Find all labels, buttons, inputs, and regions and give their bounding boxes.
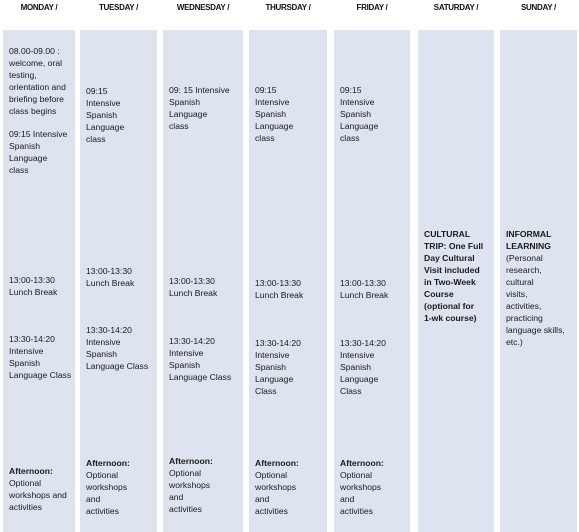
entry-text: 13:30-14:20 Intensive Spanish Language C… (340, 338, 386, 396)
entry-text: Optional workshops and activities (255, 470, 297, 516)
entry-text: 09:15 Intensive Spanish Language class (255, 85, 294, 143)
entry-text: Optional workshops and activities (340, 470, 382, 516)
entry-text: 08.00-09.00 : welcome, oral testing, ori… (9, 46, 66, 116)
day-column: CULTURAL TRIP: One Full Day Cultural Vis… (418, 30, 494, 532)
entry-text: Optional workshops and activities (169, 468, 211, 514)
day-column: 09:15 Intensive Spanish Language class 13… (334, 30, 410, 532)
entry-heading: Afternoon: (169, 456, 213, 466)
entry-text: Optional workshops and activities (9, 478, 67, 512)
schedule-entry: 13:30-14:20 Intensive Spanish Language C… (9, 333, 71, 381)
schedule-entry: 13:30-14:20 Intensive Spanish Language C… (340, 337, 386, 397)
schedule-entry: Afternoon: Optional workshops and activit… (86, 457, 130, 517)
day-header: FRIDAY / (356, 3, 388, 12)
day-column: 08.00-09.00 : welcome, oral testing, ori… (3, 30, 75, 532)
day-header: MONDAY / (20, 3, 58, 12)
entry-heading: Afternoon: (340, 458, 384, 468)
entry-text: 13:30-14:20 Intensive Spanish Language C… (255, 338, 301, 396)
day-header: SUNDAY / (521, 3, 556, 12)
schedule-entry: 09:15 Intensive Spanish Language class (86, 85, 124, 145)
schedule-entry: 13:30-14:20 Intensive Spanish Language C… (169, 335, 231, 383)
entry-text: 13:00-13:30 Lunch Break (340, 278, 389, 300)
schedule-entry: 13:00-13:30 Lunch Break (86, 265, 134, 289)
entry-text: 13:30-14:20 Intensive Spanish Language C… (86, 325, 149, 371)
day-column: 09: 15 Intensive Spanish Language class 1… (163, 30, 243, 532)
entry-text: 09:15 Intensive Spanish Language class (340, 85, 379, 143)
entry-text: 13:00-13:30 Lunch Break (169, 276, 218, 298)
entry-text: (Personal research, cultural visits, act… (506, 253, 565, 347)
entry-text: 13:00-13:30 Lunch Break (255, 278, 304, 300)
entry-text: 13:00-13:30 Lunch Break (9, 275, 58, 297)
schedule-entry: 13:30-14:20 Intensive Spanish Language C… (255, 337, 301, 397)
day-column: 09:15 Intensive Spanish Language class 13… (249, 30, 327, 532)
schedule-entry: 09:15 Intensive Spanish Language class (340, 84, 378, 144)
day-header: WEDNESDAY / (176, 3, 230, 12)
schedule-entry: 09:15 Intensive Spanish Language class (255, 84, 293, 144)
day-column: INFORMAL LEARNING (Personal research, cul… (500, 30, 577, 532)
day-header: TUESDAY / (98, 3, 139, 12)
schedule-entry: 13:00-13:30 Lunch Break (9, 274, 57, 298)
schedule-entry: 09:15 Intensive Spanish Language class (9, 128, 67, 176)
entry-text: 09:15 Intensive Spanish Language class (9, 129, 68, 175)
schedule-entry: Afternoon: Optional workshops and activit… (169, 455, 213, 515)
schedule-entry: 13:00-13:30 Lunch Break (169, 275, 217, 299)
schedule-entry: 13:30-14:20 Intensive Spanish Language C… (86, 324, 148, 372)
schedule-entry: 08.00-09.00 : welcome, oral testing, ori… (9, 45, 66, 117)
entry-heading: Afternoon: (255, 458, 299, 468)
entry-text: 13:30-14:20 Intensive Spanish Language C… (9, 334, 72, 380)
day-header: THURSDAY / (265, 3, 311, 12)
schedule-entry: 13:00-13:30 Lunch Break (255, 277, 303, 301)
schedule-entry: 09: 15 Intensive Spanish Language class (169, 84, 230, 132)
entry-text: 13:30-14:20 Intensive Spanish Language C… (169, 336, 232, 382)
schedule-entry: CULTURAL TRIP: One Full Day Cultural Vis… (424, 228, 483, 324)
entry-heading: Afternoon: (9, 466, 53, 476)
entry-text: 13:00-13:30 Lunch Break (86, 266, 135, 288)
schedule-entry: INFORMAL LEARNING (Personal research, cul… (506, 228, 565, 348)
entry-text: Optional workshops and activities (86, 470, 128, 516)
day-header: SATURDAY / (433, 3, 479, 12)
schedule-entry: Afternoon: Optional workshops and activit… (255, 457, 299, 517)
schedule-entry: Afternoon: Optional workshops and activit… (340, 457, 384, 517)
entry-text: 09:15 Intensive Spanish Language class (86, 86, 125, 144)
entry-heading: INFORMAL LEARNING (506, 229, 552, 251)
entry-heading: CULTURAL TRIP: One Full Day Cultural Vis… (424, 229, 484, 323)
day-column: 09:15 Intensive Spanish Language class 13… (80, 30, 157, 532)
entry-text: 09: 15 Intensive Spanish Language class (169, 85, 230, 131)
schedule-entry: Afternoon: Optional workshops and activit… (9, 465, 67, 513)
entry-heading: Afternoon: (86, 458, 130, 468)
schedule-entry: 13:00-13:30 Lunch Break (340, 277, 388, 301)
